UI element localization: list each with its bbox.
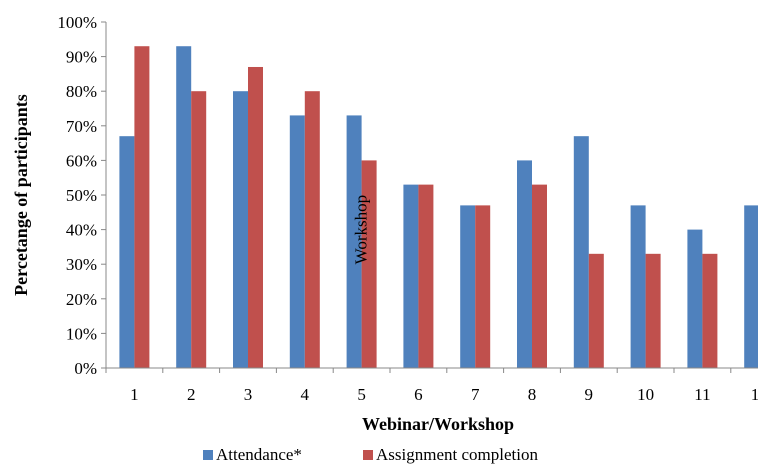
y-tick-label: 70% [66,117,97,136]
y-tick-label: 60% [66,151,97,170]
legend-swatch-attendance [203,450,213,460]
y-tick-label: 30% [66,255,97,274]
bar-assignment-completion-9 [588,253,604,368]
x-tick-label: 8 [528,385,537,404]
bar-assignment-completion-5 [361,160,377,368]
x-tick-label: 5 [357,385,366,404]
bar-attendance-5 [346,115,362,368]
legend-label-assignment-completion: Assignment completion [376,445,538,464]
x-tick-label: 10 [637,385,654,404]
bar-attendance-1 [119,136,135,368]
x-tick-label: 9 [585,385,594,404]
bar-assignment-completion-3 [248,66,263,368]
x-tick-label: 3 [244,385,253,404]
bar-assignment-completion-7 [475,205,491,368]
y-tick-label: 10% [66,324,97,343]
x-tick-label: 7 [471,385,480,404]
bar-attendance-11 [687,229,703,368]
legend: Attendance* Assignment completion [203,445,538,464]
y-tick-label: 50% [66,186,97,205]
y-tick-label: 0% [74,359,97,378]
bar-attendance-6 [403,184,419,368]
legend-swatch-assignment-completion [363,450,373,460]
x-tick-label: 6 [414,385,423,404]
bar-attendance-12 [744,205,758,368]
x-tick-label: 11 [694,385,710,404]
x-axis-title: Webinar/Workshop [362,414,514,434]
legend-label-attendance: Attendance* [216,445,302,464]
bar-assignment-completion-10 [645,253,661,368]
y-axis-title: Percetange of participants [11,94,31,296]
bar-attendance-9 [573,136,589,368]
x-axis-ticks: 123456789101112 [105,368,758,404]
bar-assignment-completion-11 [702,253,718,368]
x-tick-label: 4 [301,385,310,404]
bar-attendance-7 [460,205,476,368]
bars [119,46,758,368]
y-tick-label: 100% [57,13,97,32]
x-tick-label: 2 [187,385,196,404]
x-tick-label: 1 [130,385,139,404]
bar-assignment-completion-1 [134,46,150,368]
y-tick-label: 20% [66,290,97,309]
bar-attendance-2 [176,46,192,368]
y-axis-ticks: 0% 10% 20% 30% 40% 50% 60% 70% 80% 90% 100% [57,13,106,378]
bar-attendance-4 [289,115,305,368]
bar-attendance-10 [630,205,646,368]
bar-attendance-8 [517,160,532,368]
bar-assignment-completion-8 [532,184,547,368]
y-tick-label: 90% [66,48,97,67]
bar-assignment-completion-4 [304,91,320,368]
bar-assignment-completion-2 [191,91,207,368]
bar-assignment-completion-6 [418,184,434,368]
bar-attendance-3 [233,91,248,368]
x-tick-label: 12 [751,385,758,404]
y-tick-label: 40% [66,221,97,240]
workshop-annotation: Workshop [352,195,371,264]
y-tick-label: 80% [66,82,97,101]
